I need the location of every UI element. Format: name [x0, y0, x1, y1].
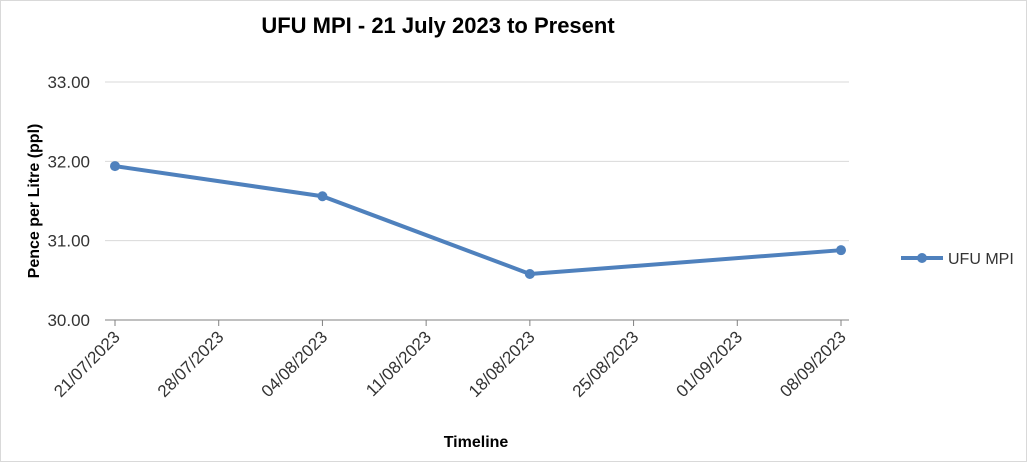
series-line: [114, 164, 842, 276]
legend: UFU MPI: [901, 251, 1014, 268]
y-tick-label: 32.00: [47, 152, 90, 171]
data-point: [110, 161, 120, 172]
data-point: [524, 268, 535, 279]
series-layer: [110, 161, 846, 279]
legend-label: UFU MPI: [948, 251, 1014, 268]
chart-title: UFU MPI - 21 July 2023 to Present: [261, 13, 615, 38]
legend-point-marker: [917, 253, 927, 263]
y-axis-ticks: 30.00 31.00 32.00 33.00: [47, 73, 90, 330]
gridlines: [105, 81, 849, 321]
data-point: [836, 245, 846, 256]
x-tick-label: 21/07/2023: [50, 327, 124, 401]
x-tick-label: 01/09/2023: [673, 327, 747, 401]
x-tick-label: 04/08/2023: [258, 327, 332, 401]
x-tick-label: 28/07/2023: [154, 327, 228, 401]
x-tick-label: 18/08/2023: [465, 327, 539, 401]
x-axis-ticks: 21/07/2023 28/07/2023 04/08/2023 11/08/2023…: [50, 320, 850, 401]
y-tick-label: 30.00: [47, 311, 90, 330]
y-axis-title: Pence per Litre (ppl): [26, 124, 43, 279]
y-tick-label: 31.00: [47, 232, 90, 251]
data-point: [317, 191, 328, 202]
x-tick-label: 08/09/2023: [776, 327, 850, 401]
x-axis-title: Timeline: [444, 434, 509, 451]
y-tick-label: 33.00: [47, 73, 90, 92]
x-tick-label: 11/08/2023: [362, 327, 435, 400]
x-tick-label: 25/08/2023: [569, 327, 643, 401]
